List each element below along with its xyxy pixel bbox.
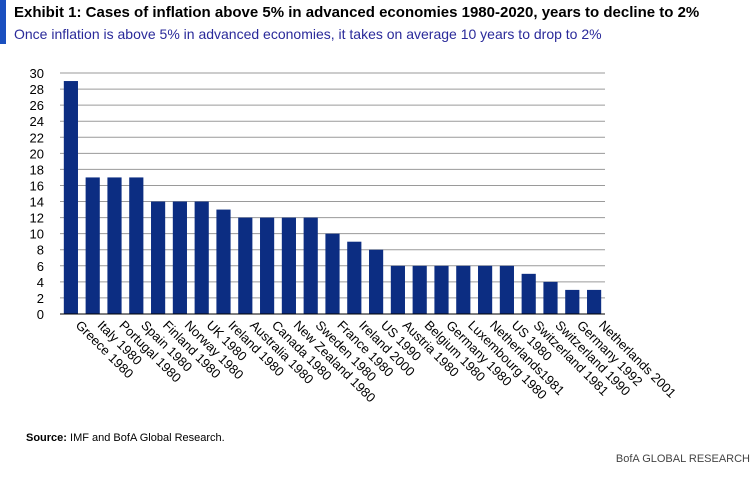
chart-title: Exhibit 1: Cases of inflation above 5% i… [14,4,700,21]
source-text: IMF and BofA Global Research. [70,432,225,444]
bar [456,265,471,314]
bar [107,177,122,314]
y-tick-label: 24 [30,114,44,129]
y-tick-label: 20 [30,146,44,161]
bar [238,217,253,314]
bar [521,273,536,314]
bar [172,201,187,314]
bar [151,201,166,314]
bar [587,289,602,314]
bar [390,265,405,314]
source-label: Source: [26,432,67,444]
bar [194,201,209,314]
y-tick-label: 30 [30,66,44,81]
bar [63,81,78,315]
bar [129,177,144,314]
bar [478,265,493,314]
bar [260,217,275,314]
brand-footer: BofA GLOBAL RESEARCH [615,453,750,465]
bar [499,265,514,314]
bar [369,249,384,314]
y-tick-label: 22 [30,130,44,145]
bar [543,281,558,314]
chart-subtitle: Once inflation is above 5% in advanced e… [14,26,602,42]
bar [325,233,340,314]
y-tick-label: 16 [30,178,44,193]
y-tick-label: 2 [37,291,44,306]
y-tick-label: 14 [30,195,44,210]
y-tick-label: 18 [30,162,44,177]
y-tick-label: 10 [30,227,44,242]
bar [281,217,296,314]
bar [412,265,427,314]
y-tick-label: 26 [30,98,44,113]
y-tick-label: 12 [30,211,44,226]
bar [565,289,580,314]
y-tick-label: 0 [37,307,44,322]
bar [216,209,231,314]
bar [303,217,318,314]
source-note: Source: IMF and BofA Global Research. [26,432,225,444]
bar [347,241,362,314]
bar [85,177,100,314]
accent-bar [0,0,6,44]
y-tick-label: 4 [37,275,44,290]
y-tick-label: 8 [37,243,44,258]
y-tick-label: 6 [37,259,44,274]
y-tick-label: 28 [30,82,44,97]
bar [434,265,449,314]
